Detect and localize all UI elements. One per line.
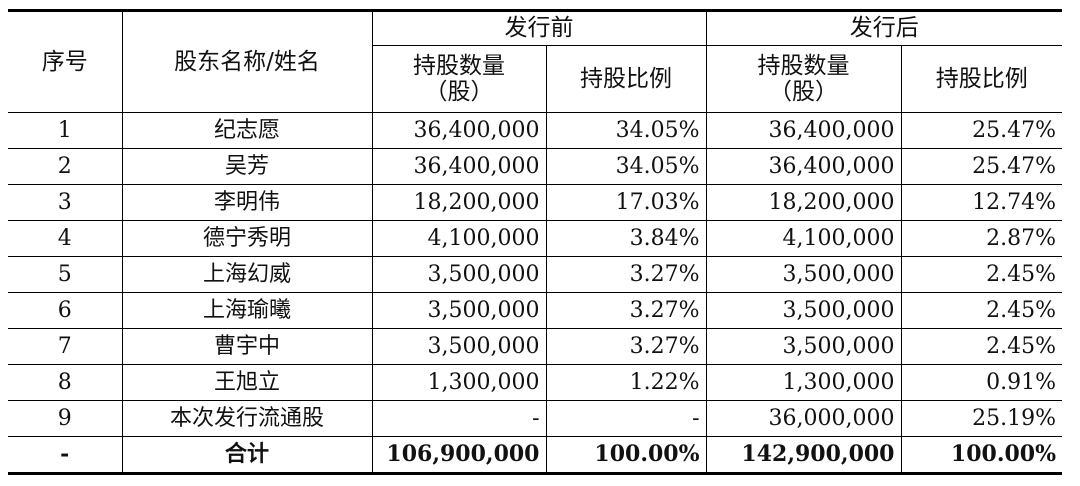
table-row: 5 上海幻威 3,500,000 3.27% 3,500,000 2.45%	[8, 256, 1062, 293]
after-ratio-cell: 25.47%	[900, 148, 1062, 185]
after-ratio-cell: 2.87%	[900, 220, 1062, 257]
before-ratio-cell: 1.22%	[545, 364, 707, 401]
after-ratio-cell: 2.45%	[900, 328, 1062, 365]
after-ratio-cell: 0.91%	[900, 364, 1062, 401]
before-issue-header: 发行前	[371, 10, 707, 46]
before-shares-cell: 3,500,000	[371, 256, 547, 293]
before-shares-cell: 3,500,000	[371, 292, 547, 329]
name-cell: 本次发行流通股	[121, 400, 373, 437]
name-cell: 曹宇中	[121, 328, 373, 365]
before-shares-cell: -	[371, 400, 547, 437]
before-ratio-cell: 3.27%	[545, 328, 707, 365]
table-row: 6 上海瑜曦 3,500,000 3.27% 3,500,000 2.45%	[8, 292, 1062, 329]
seq-cell: -	[8, 436, 123, 474]
before-shares-cell: 4,100,000	[371, 220, 547, 257]
after-shares-cell: 3,500,000	[705, 292, 902, 329]
before-ratio-cell: 17.03%	[545, 184, 707, 221]
shares-header-line1: 持股数量	[757, 52, 850, 79]
before-ratio-cell: 3.27%	[545, 256, 707, 293]
header-row-sub: 持股数量 （股） 持股比例 持股数量 （股） 持股比例	[8, 45, 1062, 113]
before-shares-cell: 3,500,000	[371, 328, 547, 365]
shareholding-table: 序号 股东名称/姓名 发行前 发行后 持股数量 （股） 持股比例 持股数量 （股…	[8, 9, 1062, 475]
before-ratio-cell: 3.27%	[545, 292, 707, 329]
shares-header-line2: （股）	[769, 79, 838, 105]
table-row: 8 王旭立 1,300,000 1.22% 1,300,000 0.91%	[8, 364, 1062, 401]
name-cell: 吴芳	[121, 148, 373, 185]
after-ratio-total: 100.00%	[900, 436, 1062, 474]
before-shares-cell: 36,400,000	[371, 148, 547, 185]
name-cell: 上海瑜曦	[121, 292, 373, 329]
before-ratio-total: 100.00%	[545, 436, 707, 474]
seq-cell: 5	[8, 256, 123, 293]
seq-cell: 6	[8, 292, 123, 329]
name-cell: 纪志愿	[121, 112, 373, 149]
after-shares-cell: 3,500,000	[705, 256, 902, 293]
seq-cell: 9	[8, 400, 123, 437]
total-label: 合计	[121, 436, 373, 474]
after-shares-cell: 36,400,000	[705, 112, 902, 149]
after-shares-total: 142,900,000	[705, 436, 902, 474]
after-ratio-cell: 25.47%	[900, 112, 1062, 149]
before-ratio-header: 持股比例	[545, 45, 707, 113]
name-cell: 上海幻威	[121, 256, 373, 293]
table-row: 9 本次发行流通股 - - 36,000,000 25.19%	[8, 400, 1062, 437]
shares-header-line1: 持股数量	[413, 52, 505, 79]
after-shares-cell: 18,200,000	[705, 184, 902, 221]
table-row: 3 李明伟 18,200,000 17.03% 18,200,000 12.74…	[8, 184, 1062, 221]
after-shares-cell: 3,500,000	[705, 328, 902, 365]
name-cell: 王旭立	[121, 364, 373, 401]
shares-header-line2: （股）	[424, 79, 494, 105]
before-ratio-cell: -	[545, 400, 707, 437]
seq-cell: 2	[8, 148, 123, 185]
after-ratio-cell: 12.74%	[900, 184, 1062, 221]
before-ratio-cell: 34.05%	[545, 112, 707, 149]
before-ratio-cell: 34.05%	[545, 148, 707, 185]
header-row-groups: 序号 股东名称/姓名 发行前 发行后	[8, 10, 1062, 113]
seq-cell: 8	[8, 364, 123, 401]
seq-cell: 7	[8, 328, 123, 365]
table-row: 2 吴芳 36,400,000 34.05% 36,400,000 25.47%	[8, 148, 1062, 185]
after-ratio-header: 持股比例	[900, 45, 1062, 113]
table-row: 1 纪志愿 36,400,000 34.05% 36,400,000 25.47…	[8, 112, 1062, 149]
after-ratio-cell: 2.45%	[900, 292, 1062, 329]
after-shares-cell: 4,100,000	[705, 220, 902, 257]
before-ratio-cell: 3.84%	[545, 220, 707, 257]
name-header: 股东名称/姓名	[121, 10, 373, 113]
seq-header: 序号	[8, 10, 123, 113]
before-shares-total: 106,900,000	[371, 436, 547, 474]
before-shares-cell: 36,400,000	[371, 112, 547, 149]
before-shares-header: 持股数量 （股）	[372, 45, 547, 113]
seq-cell: 1	[8, 112, 123, 149]
after-shares-cell: 36,400,000	[705, 148, 902, 185]
name-cell: 德宁秀明	[121, 220, 373, 257]
table-row: 7 曹宇中 3,500,000 3.27% 3,500,000 2.45%	[8, 328, 1062, 365]
after-shares-cell: 1,300,000	[705, 364, 902, 401]
before-shares-cell: 18,200,000	[371, 184, 547, 221]
after-shares-header: 持股数量 （股）	[705, 45, 902, 113]
seq-cell: 3	[8, 184, 123, 221]
table-row: 4 德宁秀明 4,100,000 3.84% 4,100,000 2.87%	[8, 220, 1062, 257]
before-shares-cell: 1,300,000	[371, 364, 547, 401]
after-ratio-cell: 2.45%	[900, 256, 1062, 293]
name-cell: 李明伟	[121, 184, 373, 221]
after-ratio-cell: 25.19%	[900, 400, 1062, 437]
after-issue-header: 发行后	[705, 10, 1062, 46]
seq-cell: 4	[8, 220, 123, 257]
after-shares-cell: 36,000,000	[705, 400, 902, 437]
total-row: - 合计 106,900,000 100.00% 142,900,000 100…	[8, 436, 1062, 474]
